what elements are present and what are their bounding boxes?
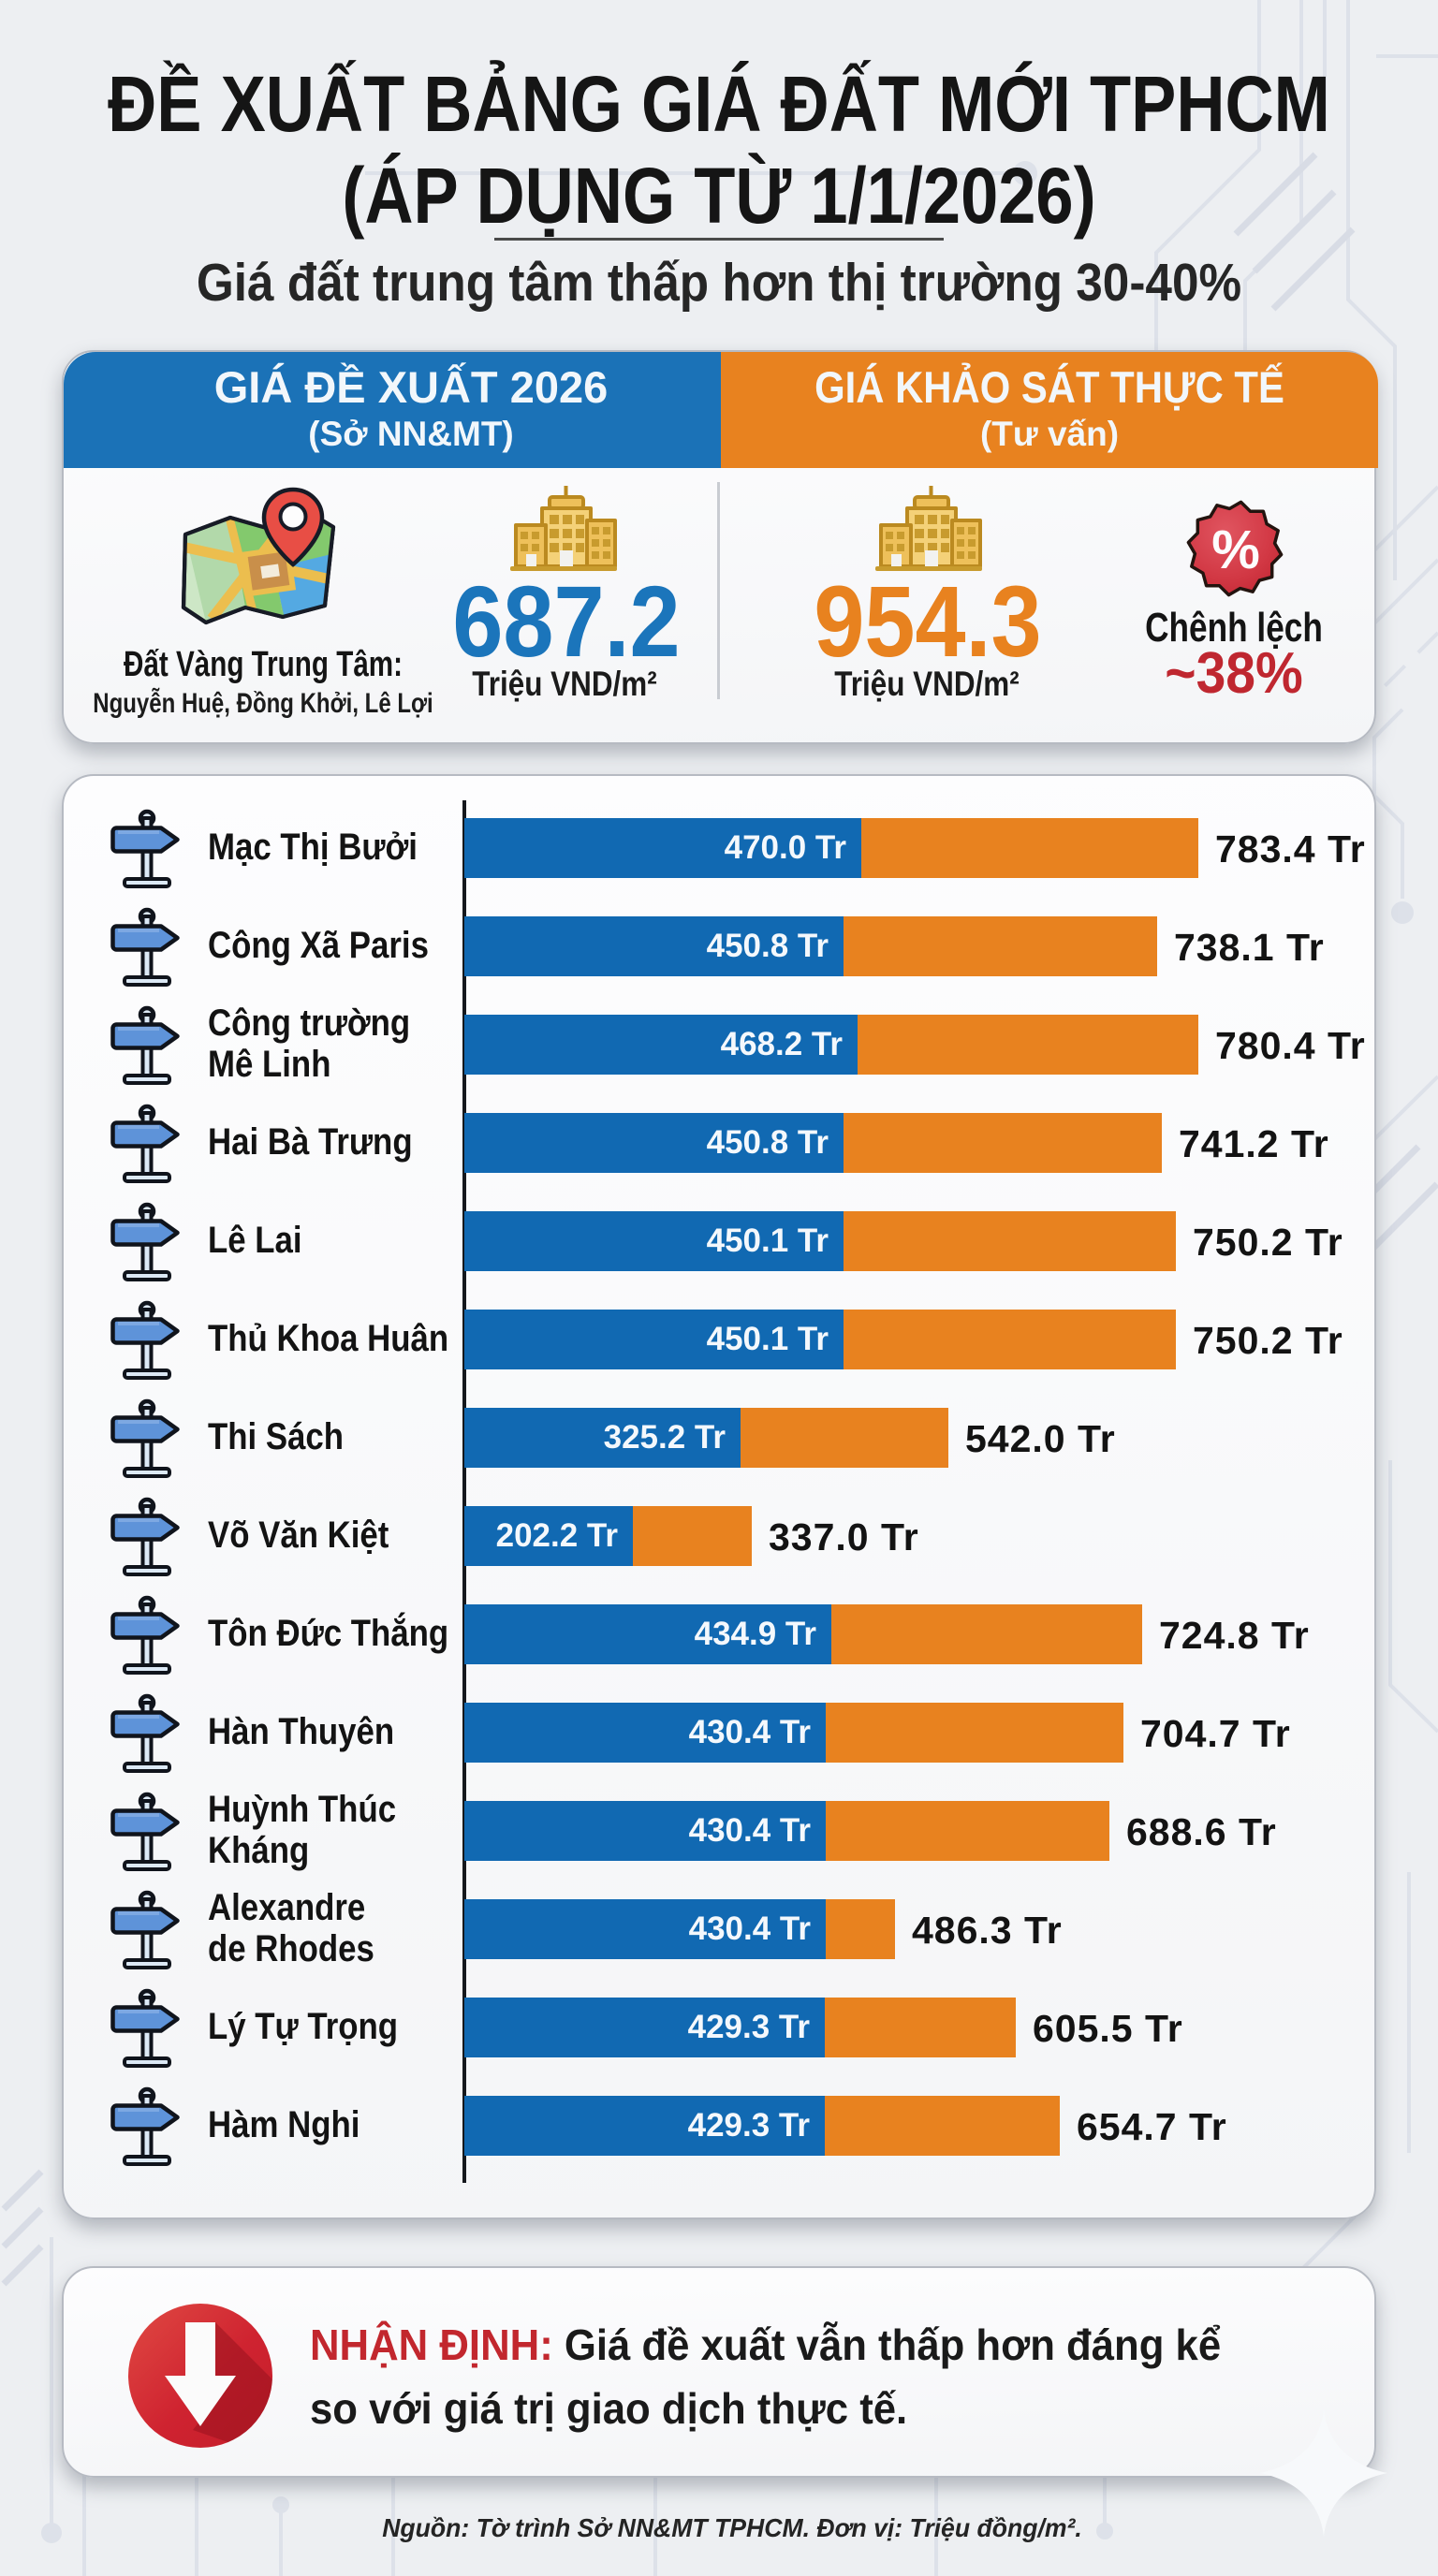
svg-text:%: % <box>1211 520 1260 580</box>
